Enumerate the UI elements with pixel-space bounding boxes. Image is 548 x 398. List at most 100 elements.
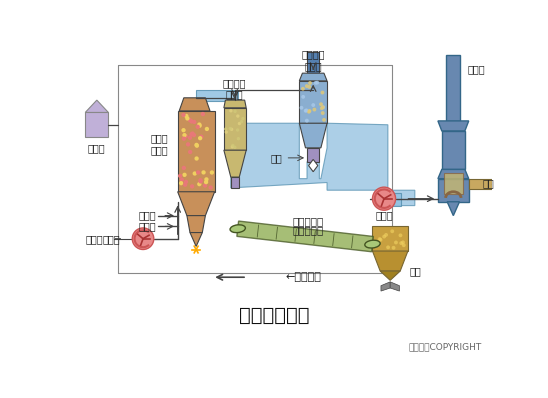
Circle shape bbox=[231, 144, 235, 147]
Polygon shape bbox=[224, 100, 246, 108]
Circle shape bbox=[237, 137, 240, 140]
Polygon shape bbox=[380, 271, 400, 280]
Circle shape bbox=[182, 137, 186, 141]
Text: 鼓风机: 鼓风机 bbox=[85, 234, 103, 244]
Circle shape bbox=[188, 136, 192, 140]
Text: 抽风机: 抽风机 bbox=[375, 211, 393, 220]
Circle shape bbox=[197, 123, 202, 127]
Circle shape bbox=[401, 240, 405, 244]
Circle shape bbox=[182, 173, 187, 177]
Circle shape bbox=[373, 187, 396, 210]
Circle shape bbox=[229, 109, 232, 113]
Circle shape bbox=[383, 235, 386, 238]
Circle shape bbox=[307, 109, 311, 113]
Circle shape bbox=[196, 170, 200, 175]
Polygon shape bbox=[85, 100, 109, 113]
Circle shape bbox=[305, 84, 309, 88]
Circle shape bbox=[188, 150, 192, 154]
Polygon shape bbox=[373, 251, 408, 271]
Circle shape bbox=[185, 116, 190, 121]
Circle shape bbox=[240, 120, 243, 123]
Circle shape bbox=[202, 170, 206, 175]
Text: 启动用: 启动用 bbox=[139, 211, 156, 220]
Bar bbox=[447, 55, 460, 121]
Circle shape bbox=[183, 183, 187, 187]
Text: ─: ─ bbox=[114, 234, 120, 244]
Circle shape bbox=[321, 105, 325, 109]
Circle shape bbox=[192, 120, 196, 124]
Polygon shape bbox=[190, 232, 202, 246]
Bar bbox=[373, 226, 408, 251]
Circle shape bbox=[304, 109, 307, 113]
Circle shape bbox=[230, 128, 233, 131]
Polygon shape bbox=[447, 202, 459, 216]
Text: 重油池: 重油池 bbox=[88, 143, 106, 153]
Circle shape bbox=[305, 108, 309, 112]
Circle shape bbox=[190, 131, 195, 136]
Bar bbox=[178, 111, 215, 192]
Polygon shape bbox=[187, 216, 206, 232]
Polygon shape bbox=[231, 123, 415, 206]
Bar bbox=[224, 108, 246, 150]
Circle shape bbox=[305, 119, 309, 123]
Circle shape bbox=[195, 156, 199, 161]
Polygon shape bbox=[178, 192, 215, 216]
Text: 二次旋流
分离器: 二次旋流 分离器 bbox=[301, 49, 325, 71]
Text: ←干燥泥饼: ←干燥泥饼 bbox=[286, 272, 321, 282]
Circle shape bbox=[229, 127, 232, 130]
Bar bbox=[469, 179, 492, 189]
Circle shape bbox=[236, 128, 239, 132]
Polygon shape bbox=[381, 282, 390, 291]
Circle shape bbox=[198, 178, 203, 182]
Circle shape bbox=[394, 240, 398, 244]
Polygon shape bbox=[237, 221, 373, 252]
Circle shape bbox=[322, 118, 326, 122]
Circle shape bbox=[195, 144, 199, 148]
Circle shape bbox=[307, 85, 311, 89]
Circle shape bbox=[182, 133, 187, 137]
Circle shape bbox=[314, 81, 318, 85]
Polygon shape bbox=[438, 121, 469, 131]
Polygon shape bbox=[299, 123, 327, 148]
Circle shape bbox=[307, 110, 311, 114]
Ellipse shape bbox=[365, 240, 380, 248]
Circle shape bbox=[192, 133, 196, 137]
Circle shape bbox=[205, 127, 209, 131]
Circle shape bbox=[312, 107, 316, 111]
Bar bbox=[231, 177, 239, 188]
Circle shape bbox=[321, 111, 324, 115]
Polygon shape bbox=[224, 150, 246, 177]
Circle shape bbox=[195, 143, 199, 147]
Circle shape bbox=[320, 106, 324, 110]
Circle shape bbox=[197, 182, 202, 186]
Circle shape bbox=[308, 81, 312, 85]
Circle shape bbox=[196, 125, 200, 129]
Circle shape bbox=[210, 170, 214, 175]
Circle shape bbox=[204, 177, 209, 181]
Circle shape bbox=[184, 180, 188, 184]
Bar bbox=[196, 90, 238, 101]
Bar bbox=[442, 131, 465, 170]
Bar bbox=[444, 172, 463, 194]
Circle shape bbox=[198, 136, 202, 140]
Circle shape bbox=[204, 180, 208, 184]
Text: 流化床焚烧炉: 流化床焚烧炉 bbox=[239, 306, 309, 325]
Circle shape bbox=[203, 183, 207, 188]
Text: 一次旋流
分离器: 一次旋流 分离器 bbox=[223, 78, 247, 100]
Circle shape bbox=[379, 238, 383, 242]
Circle shape bbox=[315, 81, 319, 84]
Circle shape bbox=[321, 105, 325, 109]
Text: 除尘器: 除尘器 bbox=[467, 64, 485, 74]
Polygon shape bbox=[309, 160, 318, 172]
Bar bbox=[438, 179, 469, 202]
Circle shape bbox=[386, 246, 390, 249]
Circle shape bbox=[180, 178, 184, 182]
Text: 泥饼: 泥饼 bbox=[270, 153, 282, 163]
Circle shape bbox=[178, 174, 182, 178]
Bar bbox=[307, 148, 319, 162]
Text: 带式输送机: 带式输送机 bbox=[293, 225, 324, 235]
Circle shape bbox=[301, 95, 305, 99]
Circle shape bbox=[319, 102, 323, 106]
Ellipse shape bbox=[230, 225, 246, 233]
Text: 灰斗: 灰斗 bbox=[409, 266, 421, 276]
